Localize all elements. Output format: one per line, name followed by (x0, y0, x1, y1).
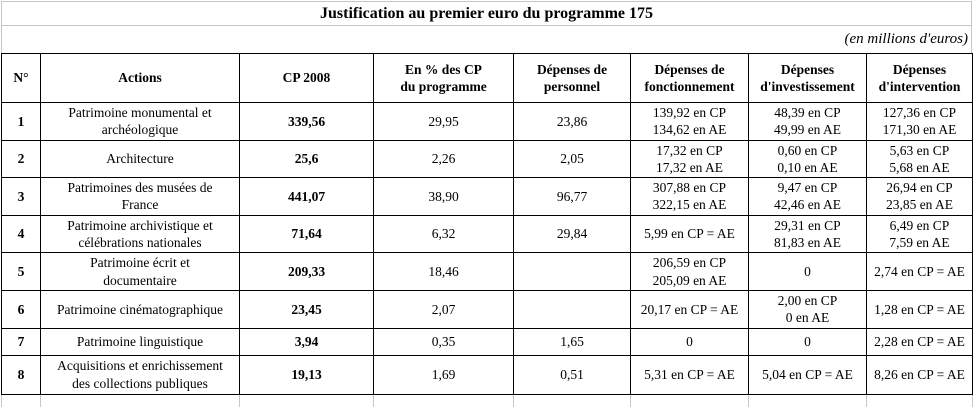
empty-cell (1, 394, 41, 407)
table-row: 6 Patrimoine cinématographique 23,45 2,0… (1, 290, 973, 329)
pct-cp-cell: 1,69 (373, 354, 514, 395)
intervention-cell: 8,26 en CP = AE (866, 354, 973, 395)
table-row: 5 Patrimoine écrit et documentaire 209,3… (1, 252, 973, 292)
fonctionnement-cell: 139,92 en CP 134,62 en AE (630, 102, 749, 141)
intervention-cell: 2,28 en CP = AE (866, 327, 973, 356)
row-number-cell: 5 (1, 252, 41, 292)
fonctionnement-cell: 0 (630, 327, 749, 356)
fonctionnement-cell: 20,17 en CP = AE (630, 290, 749, 329)
column-header-actions: Actions (40, 53, 240, 103)
personnel-cell: 29,84 (513, 214, 631, 254)
intervention-cell: 26,94 en CP 23,85 en AE (866, 177, 973, 216)
action-name-cell: Patrimoine monumental et archéologique (40, 102, 240, 141)
intervention-cell: 127,36 en CP 171,30 en AE (866, 102, 973, 141)
pct-cp-cell: 29,95 (373, 102, 514, 141)
cp-2008-cell: 441,07 (239, 177, 374, 216)
title-bar: Justification au premier euro du program… (1, 1, 972, 26)
fonctionnement-cell: 5,31 en CP = AE (630, 354, 749, 395)
personnel-cell (513, 290, 631, 329)
personnel-cell: 1,65 (513, 327, 631, 356)
intervention-cell: 2,74 en CP = AE (866, 252, 973, 292)
pct-cp-cell: 18,46 (373, 252, 514, 292)
intervention-cell: 1,28 en CP = AE (866, 290, 973, 329)
cp-2008-cell: 71,64 (239, 214, 374, 254)
action-name-cell: Patrimoine cinématographique (40, 290, 240, 329)
units-note: (en millions d'euros) (844, 31, 968, 47)
column-header-pct-cp: En % des CP du programme (373, 53, 514, 103)
empty-cell (40, 394, 240, 407)
row-number-cell: 8 (1, 354, 41, 395)
row-number-cell: 4 (1, 214, 41, 254)
investissement-cell: 2,00 en CP 0 en AE (748, 290, 867, 329)
pct-cp-cell: 2,26 (373, 139, 514, 179)
table-row: 8 Acquisitions et enrichissement des col… (1, 354, 973, 395)
personnel-cell: 96,77 (513, 177, 631, 216)
fonctionnement-cell: 17,32 en CP 17,32 en AE (630, 139, 749, 179)
action-name-cell: Patrimoine linguistique (40, 327, 240, 356)
row-number-cell: 7 (1, 327, 41, 356)
intervention-cell: 6,49 en CP 7,59 en AE (866, 214, 973, 254)
pct-cp-cell: 38,90 (373, 177, 514, 216)
cp-2008-cell: 23,45 (239, 290, 374, 329)
fonctionnement-cell: 206,59 en CP 205,09 en AE (630, 252, 749, 292)
cp-2008-cell: 209,33 (239, 252, 374, 292)
row-number-cell: 3 (1, 177, 41, 216)
cp-2008-cell: 339,56 (239, 102, 374, 141)
row-number-cell: 2 (1, 139, 41, 179)
column-header-investissement: Dépenses d'investissement (748, 53, 867, 103)
investissement-cell: 48,39 en CP 49,99 en AE (748, 102, 867, 141)
header-row: N° Actions CP 2008 En % des CP du progra… (1, 53, 973, 103)
column-header-personnel: Dépenses de personnel (513, 53, 631, 103)
investissement-cell: 0 (748, 252, 867, 292)
row-number-cell: 1 (1, 102, 41, 141)
action-name-cell: Patrimoines des musées de France (40, 177, 240, 216)
action-name-cell: Patrimoine écrit et documentaire (40, 252, 240, 292)
action-name-cell: Patrimoine archivistique et célébrations… (40, 214, 240, 254)
column-header-intervention: Dépenses d'intervention (866, 53, 973, 103)
cp-2008-cell: 3,94 (239, 327, 374, 356)
justification-table: N° Actions CP 2008 En % des CP du progra… (1, 53, 973, 395)
table-row: 3 Patrimoines des musées de France 441,0… (1, 177, 973, 216)
pct-cp-cell: 2,07 (373, 290, 514, 329)
column-header-fonctionnement: Dépenses de fonctionnement (630, 53, 749, 103)
personnel-cell: 23,86 (513, 102, 631, 141)
table-row: 1 Patrimoine monumental et archéologique… (1, 102, 973, 141)
table-row: 2 Architecture 25,6 2,26 2,05 17,32 en C… (1, 139, 973, 179)
column-header-cp-2008: CP 2008 (239, 53, 374, 103)
page-title: Justification au premier euro du program… (319, 4, 654, 22)
empty-cell (513, 394, 631, 407)
empty-grid-row (1, 394, 973, 407)
empty-cell (630, 394, 749, 407)
table-row: 7 Patrimoine linguistique 3,94 0,35 1,65… (1, 327, 973, 356)
cp-2008-cell: 19,13 (239, 354, 374, 395)
personnel-cell: 2,05 (513, 139, 631, 179)
investissement-cell: 5,04 en CP = AE (748, 354, 867, 395)
empty-cell (373, 394, 514, 407)
cp-2008-cell: 25,6 (239, 139, 374, 179)
pct-cp-cell: 0,35 (373, 327, 514, 356)
intervention-cell: 5,63 en CP 5,68 en AE (866, 139, 973, 179)
fonctionnement-cell: 5,99 en CP = AE (630, 214, 749, 254)
table-row: 4 Patrimoine archivistique et célébratio… (1, 214, 973, 254)
empty-cell (748, 394, 867, 407)
action-name-cell: Architecture (40, 139, 240, 179)
empty-cell (239, 394, 374, 407)
row-number-cell: 6 (1, 290, 41, 329)
column-header-num: N° (1, 53, 41, 103)
pct-cp-cell: 6,32 (373, 214, 514, 254)
fonctionnement-cell: 307,88 en CP 322,15 en AE (630, 177, 749, 216)
subtitle-bar: (en millions d'euros) (1, 26, 972, 53)
empty-row (1, 394, 973, 407)
personnel-cell: 0,51 (513, 354, 631, 395)
investissement-cell: 9,47 en CP 42,46 en AE (748, 177, 867, 216)
investissement-cell: 29,31 en CP 81,83 en AE (748, 214, 867, 254)
investissement-cell: 0 (748, 327, 867, 356)
investissement-cell: 0,60 en CP 0,10 en AE (748, 139, 867, 179)
empty-cell (866, 394, 973, 407)
action-name-cell: Acquisitions et enrichissement des colle… (40, 354, 240, 395)
personnel-cell (513, 252, 631, 292)
